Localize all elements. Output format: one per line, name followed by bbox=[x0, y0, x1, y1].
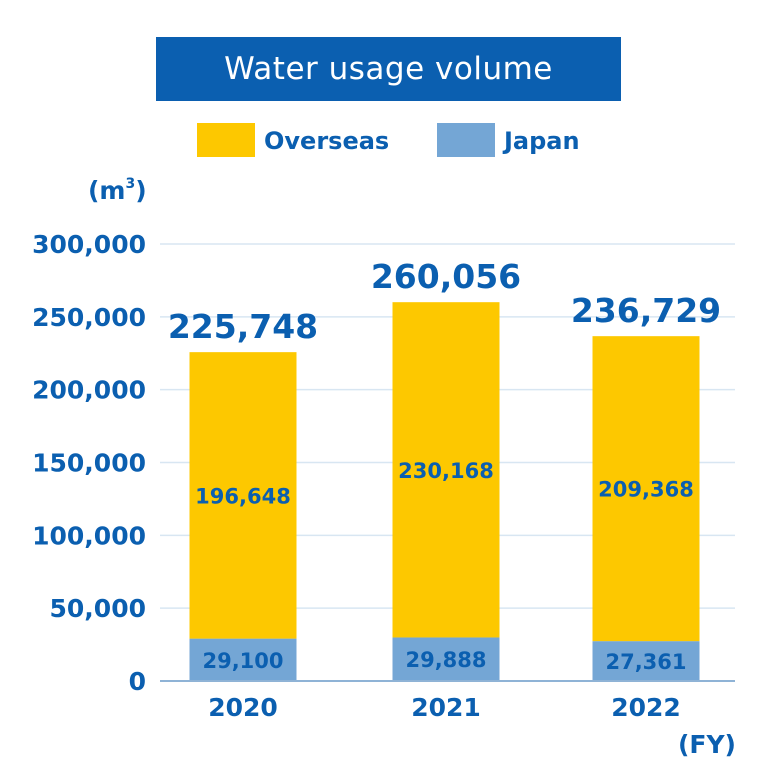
bar-total-label: 236,729 bbox=[571, 291, 721, 330]
y-tick-label: 200,000 bbox=[32, 376, 146, 405]
bar-value-label: 209,368 bbox=[598, 478, 694, 502]
bar-value-label: 196,648 bbox=[195, 484, 291, 508]
x-unit-label: (FY) bbox=[678, 730, 736, 759]
bar-total-label: 225,748 bbox=[168, 307, 318, 346]
x-tick-label: 2021 bbox=[411, 693, 481, 722]
bar-segment-japan bbox=[592, 641, 700, 681]
bar-segment-japan bbox=[189, 638, 297, 681]
y-tick-label: 50,000 bbox=[50, 594, 146, 623]
bar-segment-japan bbox=[392, 637, 500, 681]
bar-segment-overseas bbox=[189, 352, 297, 639]
x-tick-label: 2022 bbox=[611, 693, 681, 722]
bar-segment-overseas bbox=[592, 336, 700, 642]
legend-label: Japan bbox=[502, 127, 580, 155]
y-tick-label: 0 bbox=[129, 667, 146, 696]
bar-value-label: 230,168 bbox=[398, 459, 494, 483]
y-tick-label: 250,000 bbox=[32, 303, 146, 332]
bar-value-label: 29,100 bbox=[202, 649, 283, 673]
y-unit-label: (m3) bbox=[88, 176, 147, 205]
bar-value-label: 27,361 bbox=[605, 650, 686, 674]
bar-total-label: 260,056 bbox=[371, 257, 521, 296]
y-tick-label: 300,000 bbox=[32, 230, 146, 259]
x-tick-label: 2020 bbox=[208, 693, 278, 722]
legend-swatch bbox=[197, 123, 255, 157]
legend-swatch bbox=[437, 123, 495, 157]
y-tick-label: 150,000 bbox=[32, 449, 146, 478]
bar-segment-overseas bbox=[392, 302, 500, 638]
chart-title: Water usage volume bbox=[156, 37, 621, 101]
y-tick-label: 100,000 bbox=[32, 521, 146, 550]
legend-label: Overseas bbox=[264, 127, 389, 155]
bar-value-label: 29,888 bbox=[405, 648, 486, 672]
